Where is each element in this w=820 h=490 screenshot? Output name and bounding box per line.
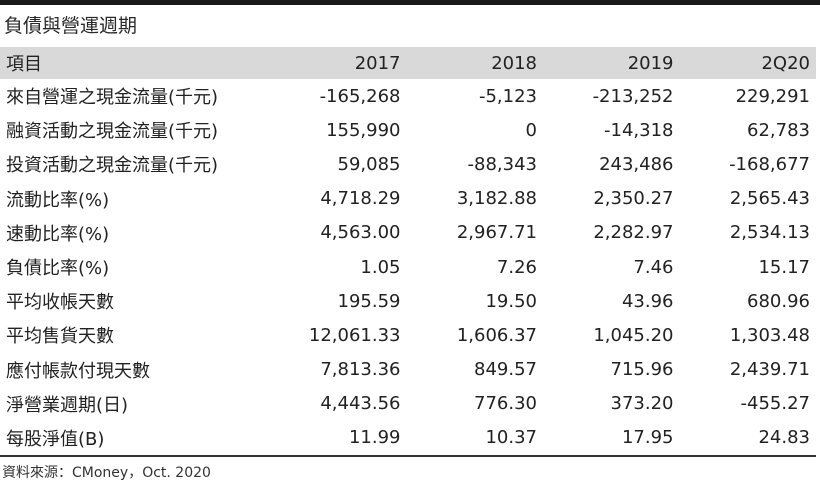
top-bar xyxy=(0,0,820,5)
table-row: 應付帳款付現天數 7,813.36 849.57 715.96 2,439.71 xyxy=(0,353,816,387)
table-row: 淨營業週期(日) 4,443.56 776.30 373.20 -455.27 xyxy=(0,387,816,421)
cell-value: 1.05 xyxy=(360,256,401,278)
cell-value: 2,439.71 xyxy=(729,359,810,381)
cell-value: 7,813.36 xyxy=(320,359,401,381)
cell-value: 2,534.13 xyxy=(729,222,810,244)
cell-value: 2,967.71 xyxy=(456,222,537,244)
column-header-2q20: 2Q20 xyxy=(761,52,810,74)
column-header-item: 項目 xyxy=(6,54,42,75)
cell-value: 1,303.48 xyxy=(729,324,810,346)
table-row: 負債比率(%) 1.05 7.26 7.46 15.17 xyxy=(0,250,816,284)
cell-value: 2,565.43 xyxy=(729,188,810,210)
cell-value: 19.50 xyxy=(485,290,537,312)
row-label: 來自營運之現金流量(千元) xyxy=(6,87,219,109)
table-row: 每股淨值(B) 11.99 10.37 17.95 24.83 xyxy=(0,421,816,455)
cell-value: 0 xyxy=(525,119,537,141)
cell-value: 195.59 xyxy=(337,290,401,312)
cell-value: 4,718.29 xyxy=(320,188,401,210)
table-row: 平均收帳天數 195.59 19.50 43.96 680.96 xyxy=(0,284,816,318)
cell-value: 1,606.37 xyxy=(456,324,537,346)
cell-value: 17.95 xyxy=(621,427,674,449)
row-label: 融資活動之現金流量(千元) xyxy=(6,121,219,143)
cell-value: 43.96 xyxy=(621,290,674,312)
row-label: 速動比率(%) xyxy=(6,223,110,245)
cell-value: 155,990 xyxy=(326,119,401,141)
row-label: 平均收帳天數 xyxy=(6,292,114,314)
column-header-2018: 2018 xyxy=(491,52,537,74)
cell-value: 2,350.27 xyxy=(593,188,674,210)
cell-value: 373.20 xyxy=(610,393,674,415)
row-label: 負債比率(%) xyxy=(6,258,110,280)
cell-value: -455.27 xyxy=(740,393,810,415)
row-label: 應付帳款付現天數 xyxy=(6,360,150,382)
cell-value: -14,318 xyxy=(604,119,674,141)
cell-value: 715.96 xyxy=(610,359,674,381)
source-note: 資料來源：CMoney，Oct. 2020 xyxy=(2,465,211,481)
cell-value: -168,677 xyxy=(729,153,810,175)
table-header-row: 項目 2017 2018 2019 2Q20 xyxy=(0,47,816,79)
cell-value: 229,291 xyxy=(735,85,810,107)
bottom-rule xyxy=(0,455,816,457)
row-label: 淨營業週期(日) xyxy=(6,394,129,416)
cell-value: 1,045.20 xyxy=(593,324,674,346)
row-label: 每股淨值(B) xyxy=(6,428,105,450)
cell-value: 10.37 xyxy=(485,427,537,449)
cell-value: -88,343 xyxy=(467,153,537,175)
table-row: 投資活動之現金流量(千元) 59,085 -88,343 243,486 -168,67… xyxy=(0,147,816,181)
table-row: 流動比率(%) 4,718.29 3,182.88 2,350.27 2,565.43 xyxy=(0,182,816,216)
data-table: 項目 2017 2018 2019 2Q20 來自營運之現金流量(千元) -165… xyxy=(0,47,816,455)
cell-value: 680.96 xyxy=(747,290,810,312)
table-row: 速動比率(%) 4,563.00 2,967.71 2,282.97 2,534.13 xyxy=(0,216,816,250)
table-row: 來自營運之現金流量(千元) -165,268 -5,123 -213,252 229,2… xyxy=(0,79,816,113)
column-header-2019: 2019 xyxy=(627,52,674,74)
column-header-2017: 2017 xyxy=(354,52,401,74)
cell-value: 4,443.56 xyxy=(320,393,401,415)
cell-value: 62,783 xyxy=(747,119,810,141)
cell-value: 7.26 xyxy=(496,256,537,278)
row-label: 流動比率(%) xyxy=(6,189,110,211)
row-label: 平均售貨天數 xyxy=(6,326,114,348)
cell-value: 2,282.97 xyxy=(593,222,674,244)
table-row: 融資活動之現金流量(千元) 155,990 0 -14,318 62,783 xyxy=(0,113,816,147)
cell-value: -165,268 xyxy=(319,85,401,107)
cell-value: 776.30 xyxy=(474,393,537,415)
cell-value: 4,563.00 xyxy=(320,222,401,244)
cell-value: 3,182.88 xyxy=(456,188,537,210)
cell-value: 243,486 xyxy=(599,153,674,175)
cell-value: 849.57 xyxy=(474,359,537,381)
cell-value: 7.46 xyxy=(633,256,674,278)
row-label: 投資活動之現金流量(千元) xyxy=(6,155,219,177)
table-row: 平均售貨天數 12,061.33 1,606.37 1,045.20 1,303.48 xyxy=(0,318,816,352)
page-title: 負債與營運週期 xyxy=(4,15,138,37)
cell-value: 15.17 xyxy=(758,256,810,278)
cell-value: -5,123 xyxy=(478,85,537,107)
cell-value: 59,085 xyxy=(337,153,401,175)
cell-value: 11.99 xyxy=(348,427,401,449)
cell-value: 12,061.33 xyxy=(308,324,401,346)
cell-value: 24.83 xyxy=(758,427,810,449)
cell-value: -213,252 xyxy=(592,85,674,107)
